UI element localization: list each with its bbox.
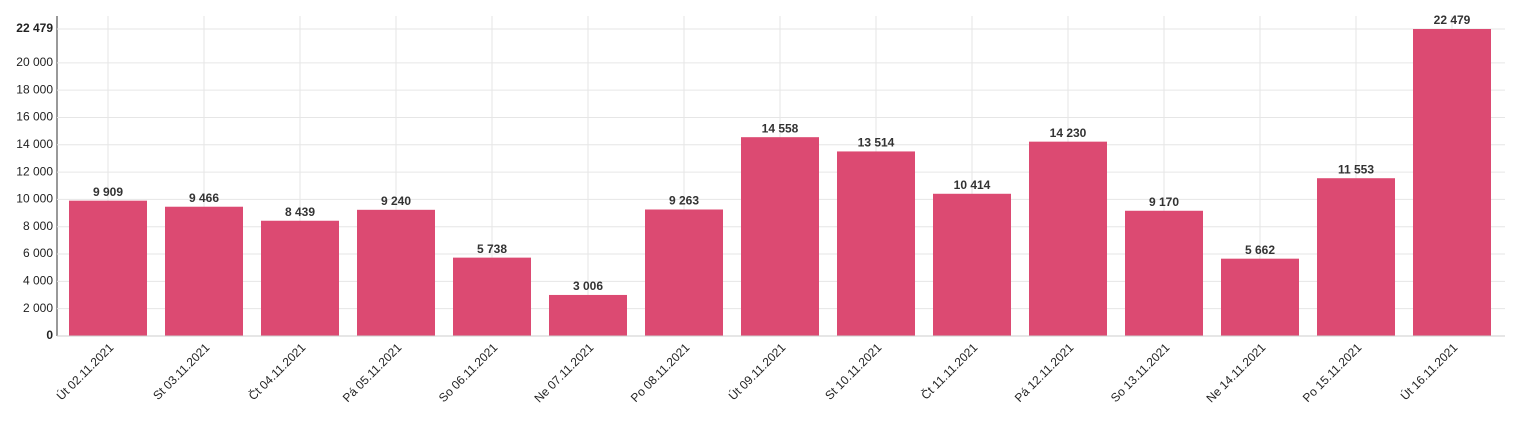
y-tick-label: 16 000 bbox=[16, 110, 53, 124]
y-tick-label: 22 479 bbox=[16, 21, 53, 35]
value-label: 9 170 bbox=[1149, 195, 1179, 209]
value-label: 5 662 bbox=[1245, 243, 1275, 257]
bar bbox=[645, 209, 723, 336]
y-tick-label: 20 000 bbox=[16, 55, 53, 69]
bar bbox=[1413, 29, 1491, 336]
bar bbox=[69, 200, 147, 336]
x-tick-label: Po 15.11.2021 bbox=[1300, 340, 1365, 405]
value-label: 13 514 bbox=[858, 136, 895, 150]
bar bbox=[741, 137, 819, 336]
value-label: 10 414 bbox=[954, 178, 991, 192]
x-tick-label: Pá 12.11.2021 bbox=[1012, 340, 1077, 405]
y-tick-label: 14 000 bbox=[16, 137, 53, 151]
y-tick-label: 0 bbox=[46, 328, 53, 342]
bar bbox=[933, 193, 1011, 336]
y-tick-label: 6 000 bbox=[23, 246, 53, 260]
bar bbox=[549, 294, 627, 336]
bar bbox=[1029, 141, 1107, 336]
value-label: 11 553 bbox=[1338, 162, 1374, 176]
value-label: 14 230 bbox=[1050, 126, 1087, 140]
bar bbox=[261, 220, 339, 336]
x-tick-label: Čt 11.11.2021 bbox=[918, 340, 981, 403]
value-label: 3 006 bbox=[573, 279, 603, 293]
x-tick-label: Út 02.11.2021 bbox=[53, 340, 117, 404]
y-tick-label: 4 000 bbox=[23, 274, 53, 288]
y-tick-label: 12 000 bbox=[16, 164, 53, 178]
value-label: 14 558 bbox=[762, 121, 799, 135]
bar bbox=[1221, 258, 1299, 336]
x-tick-label: Čt 04.11.2021 bbox=[245, 340, 309, 404]
x-tick-label: Út 09.11.2021 bbox=[725, 340, 789, 404]
y-tick-label: 18 000 bbox=[16, 82, 53, 96]
x-tick-label: Ne 14.11.2021 bbox=[1203, 340, 1268, 405]
value-label: 5 738 bbox=[477, 242, 507, 256]
y-tick-label: 10 000 bbox=[16, 192, 53, 206]
x-tick-label: Pá 05.11.2021 bbox=[340, 340, 405, 405]
y-tick-label: 8 000 bbox=[23, 219, 53, 233]
x-tick-label: St 10.11.2021 bbox=[822, 340, 884, 402]
bar bbox=[837, 151, 915, 336]
bar bbox=[1317, 178, 1395, 336]
value-label: 9 466 bbox=[189, 191, 219, 205]
bar bbox=[357, 209, 435, 336]
x-tick-label: Ne 07.11.2021 bbox=[531, 340, 596, 405]
x-tick-label: So 13.11.2021 bbox=[1108, 340, 1173, 405]
value-label: 8 439 bbox=[285, 205, 315, 219]
bar bbox=[165, 206, 243, 336]
bar bbox=[1125, 210, 1203, 336]
x-tick-label: Po 08.11.2021 bbox=[628, 340, 693, 405]
y-tick-label: 2 000 bbox=[23, 301, 53, 315]
x-tick-label: St 03.11.2021 bbox=[150, 340, 212, 402]
x-tick-label: Út 16.11.2021 bbox=[1397, 340, 1461, 404]
value-label: 9 240 bbox=[381, 194, 411, 208]
bar bbox=[453, 257, 531, 336]
x-tick-label: So 06.11.2021 bbox=[436, 340, 501, 405]
value-label: 9 909 bbox=[93, 185, 123, 199]
value-label: 9 263 bbox=[669, 194, 699, 208]
value-label: 22 479 bbox=[1434, 13, 1471, 27]
